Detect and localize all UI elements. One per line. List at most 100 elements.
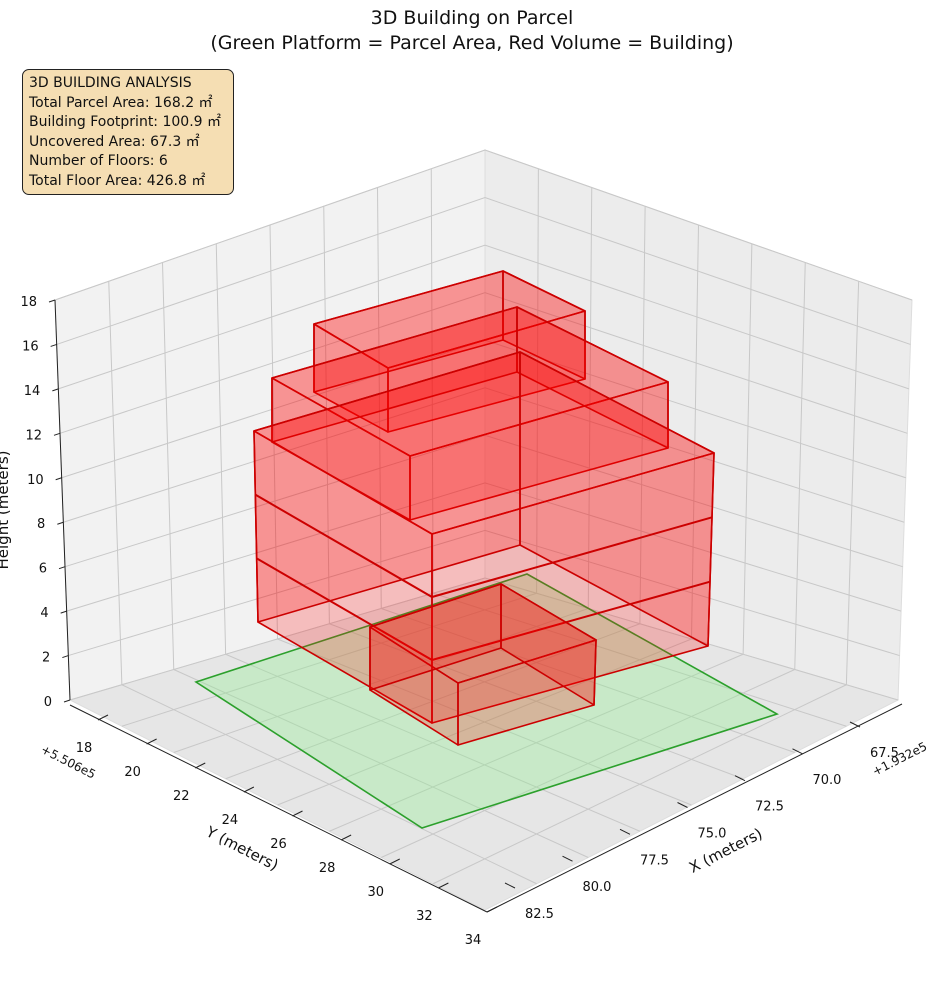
chart-subtitle: (Green Platform = Parcel Area, Red Volum… [210,32,734,54]
parcel-platform [194,573,779,829]
x-tick-label: 72.5 [755,800,784,815]
building-face [369,583,502,691]
y-tick-label: 26 [270,837,287,852]
z-axis-label: Height (meters) [0,451,12,570]
y-tick-label: 30 [367,885,384,900]
info-line-footprint: Building Footprint: 100.9 ㎡ [29,114,222,130]
grid-line-z [63,387,905,523]
z-tick [48,299,56,303]
x-tick [677,802,688,808]
grid-lines [54,149,913,885]
x-tick-label: 70.0 [813,773,842,788]
floor-line [256,557,711,662]
x-tick-label: 82.5 [525,907,554,922]
z-tick [60,610,67,614]
x-tick [792,748,803,755]
y-tick-label: 32 [416,909,433,924]
grid-line-y [215,243,641,832]
z-tick [50,343,57,347]
grid-line-y [269,224,692,806]
grid-line-y [162,262,589,858]
building-block [369,583,597,746]
x-tick-label: 77.5 [640,853,669,868]
z-tick [63,699,71,703]
y-tick-label: 20 [124,765,141,780]
x-axis-line [486,703,903,913]
z-tick-label: 14 [24,384,41,399]
axis-ticks: 02468101214161818202224262830323467.570.… [20,295,899,948]
building-block [313,270,586,433]
grid-line-z [54,149,913,301]
z-axis-line [54,299,71,701]
y-tick [146,738,157,745]
z-tick-label: 16 [22,339,39,354]
grid-line-z [68,529,900,657]
z-tick-label: 4 [40,606,48,621]
y-tick-label: 24 [222,813,239,828]
info-line-parcel-area: Total Parcel Area: 168.2 ㎡ [29,94,213,111]
y-tick [389,858,400,865]
z-tick-label: 10 [27,473,44,488]
z-tick [62,655,69,659]
x-tick [504,882,516,889]
x-tick [619,828,631,835]
y-tick [438,882,449,889]
grid-line-y [323,206,744,780]
info-box-heading: 3D BUILDING ANALYSIS [29,75,192,91]
x-tick-label: 75.0 [698,827,727,842]
grid-line-y [430,168,847,727]
z-tick-label: 18 [20,295,37,310]
y-tick [97,714,109,721]
grid-line-y [377,187,795,753]
grid-line-z [56,197,911,345]
grid-line-x [121,168,539,727]
z-tick [55,477,62,481]
info-line-uncovered: Uncovered Area: 67.3 ㎡ [29,133,200,150]
z-tick [58,566,66,570]
grid-line-z [58,244,910,390]
y-tick-label: 28 [319,861,336,876]
grid-line-y [108,281,537,885]
y-tick [486,906,498,913]
grid-line-z [69,577,899,701]
grid-line-x [329,243,753,832]
z-tick-label: 0 [44,695,52,710]
grid-line-z [66,482,902,612]
y-tick [292,810,303,817]
grid-line-x [225,206,646,780]
y-tick-label: 34 [465,933,482,948]
z-tick [57,521,64,525]
grid-line-z [64,434,903,568]
grid-line-z [59,292,908,434]
y-tick [195,762,206,769]
z-tick-label: 6 [39,562,47,577]
info-box: 3D BUILDING ANALYSIS Total Parcel Area: … [22,69,234,195]
x-tick [849,721,861,728]
grid-line-x [277,224,699,806]
z-tick-label: 12 [25,428,42,443]
z-tick [53,432,61,436]
x-tick [562,855,573,862]
y-axis-line [69,704,488,913]
chart-title: 3D Building on Parcel [370,7,574,29]
z-tick-label: 8 [37,517,45,532]
y-tick [243,786,255,793]
building-volume [253,270,715,746]
x-tick [734,775,746,782]
building-face [313,270,504,393]
y-tick-label: 22 [173,789,190,804]
y-tick [340,834,352,841]
z-tick [52,388,59,392]
y-tick-label: 18 [76,741,93,756]
x-tick-label: 80.0 [583,880,612,895]
building-block [253,351,715,724]
grid-line-x [381,262,806,858]
x-tick-label: 67.5 [870,746,899,761]
grid-line-x [432,281,860,885]
info-line-floors: Number of Floors: 6 [29,153,168,169]
info-line-floor-area: Total Floor Area: 426.8 ㎡ [29,172,206,189]
z-tick-label: 2 [42,651,50,666]
floor-line [254,493,713,599]
